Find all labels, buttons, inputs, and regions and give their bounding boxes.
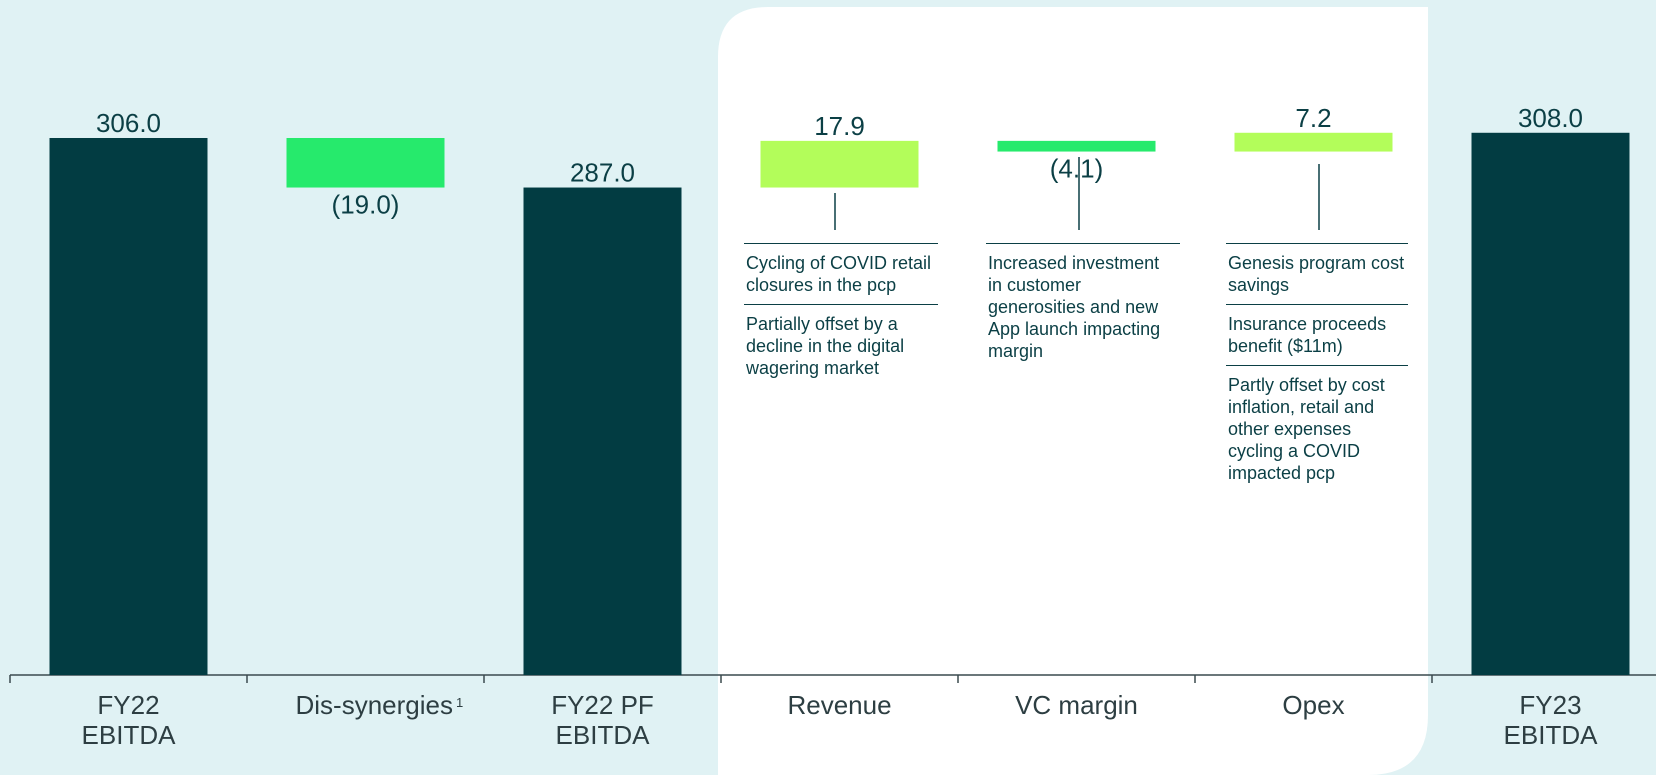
- category-text: FY22 EBITDA: [81, 690, 176, 750]
- x-tick-label: Opex: [1244, 690, 1384, 720]
- value-label: 17.9: [814, 111, 865, 141]
- bar: [1471, 132, 1630, 676]
- annotation: Cycling of COVID retail closures in the …: [744, 243, 938, 304]
- highlight-panel: [718, 7, 1428, 775]
- x-tick-label: Dis-synergies 1: [296, 690, 464, 720]
- value-label: (4.1): [1050, 154, 1103, 184]
- annotation: Partly offset by cost inflation, retail …: [1226, 365, 1408, 492]
- bar: [523, 187, 682, 675]
- x-tick-label: Revenue: [770, 690, 910, 720]
- bar: [760, 140, 919, 188]
- connectors: [834, 157, 1320, 230]
- note-column: Genesis program cost savings Insurance pr…: [1226, 243, 1408, 492]
- annotation: Insurance proceeds benefit ($11m): [1226, 304, 1408, 365]
- value-label: 287.0: [570, 158, 635, 188]
- bar: [49, 137, 208, 675]
- value-label: 306.0: [96, 108, 161, 138]
- note-column: Cycling of COVID retail closures in the …: [744, 243, 938, 387]
- category-text: Opex: [1282, 690, 1345, 720]
- x-tick-label: VC margin: [1007, 690, 1147, 720]
- value-label: 308.0: [1518, 103, 1583, 133]
- annotation: Genesis program cost savings: [1226, 243, 1408, 304]
- category-text: VC margin: [1015, 690, 1138, 720]
- value-label: (19.0): [332, 190, 400, 220]
- category-text: Revenue: [787, 690, 892, 720]
- x-tick-label: FY22 PF EBITDA: [533, 690, 673, 750]
- category-text: Dis-synergies: [295, 690, 454, 720]
- annotation: Partially offset by a decline in the dig…: [744, 304, 938, 387]
- category-text: FY23 EBITDA: [1503, 690, 1598, 750]
- note-column: Increased investment in customer generos…: [986, 243, 1180, 370]
- annotation: Increased investment in customer generos…: [986, 243, 1180, 370]
- x-tick-label: FY23 EBITDA: [1481, 690, 1621, 750]
- x-tick-label: FY22 EBITDA: [59, 690, 199, 750]
- bar: [1234, 132, 1393, 152]
- value-label: 7.2: [1295, 103, 1331, 133]
- footnote-mark: 1: [456, 695, 464, 710]
- bar: [997, 140, 1156, 152]
- category-text: FY22 PF EBITDA: [551, 690, 654, 750]
- bar: [286, 137, 445, 188]
